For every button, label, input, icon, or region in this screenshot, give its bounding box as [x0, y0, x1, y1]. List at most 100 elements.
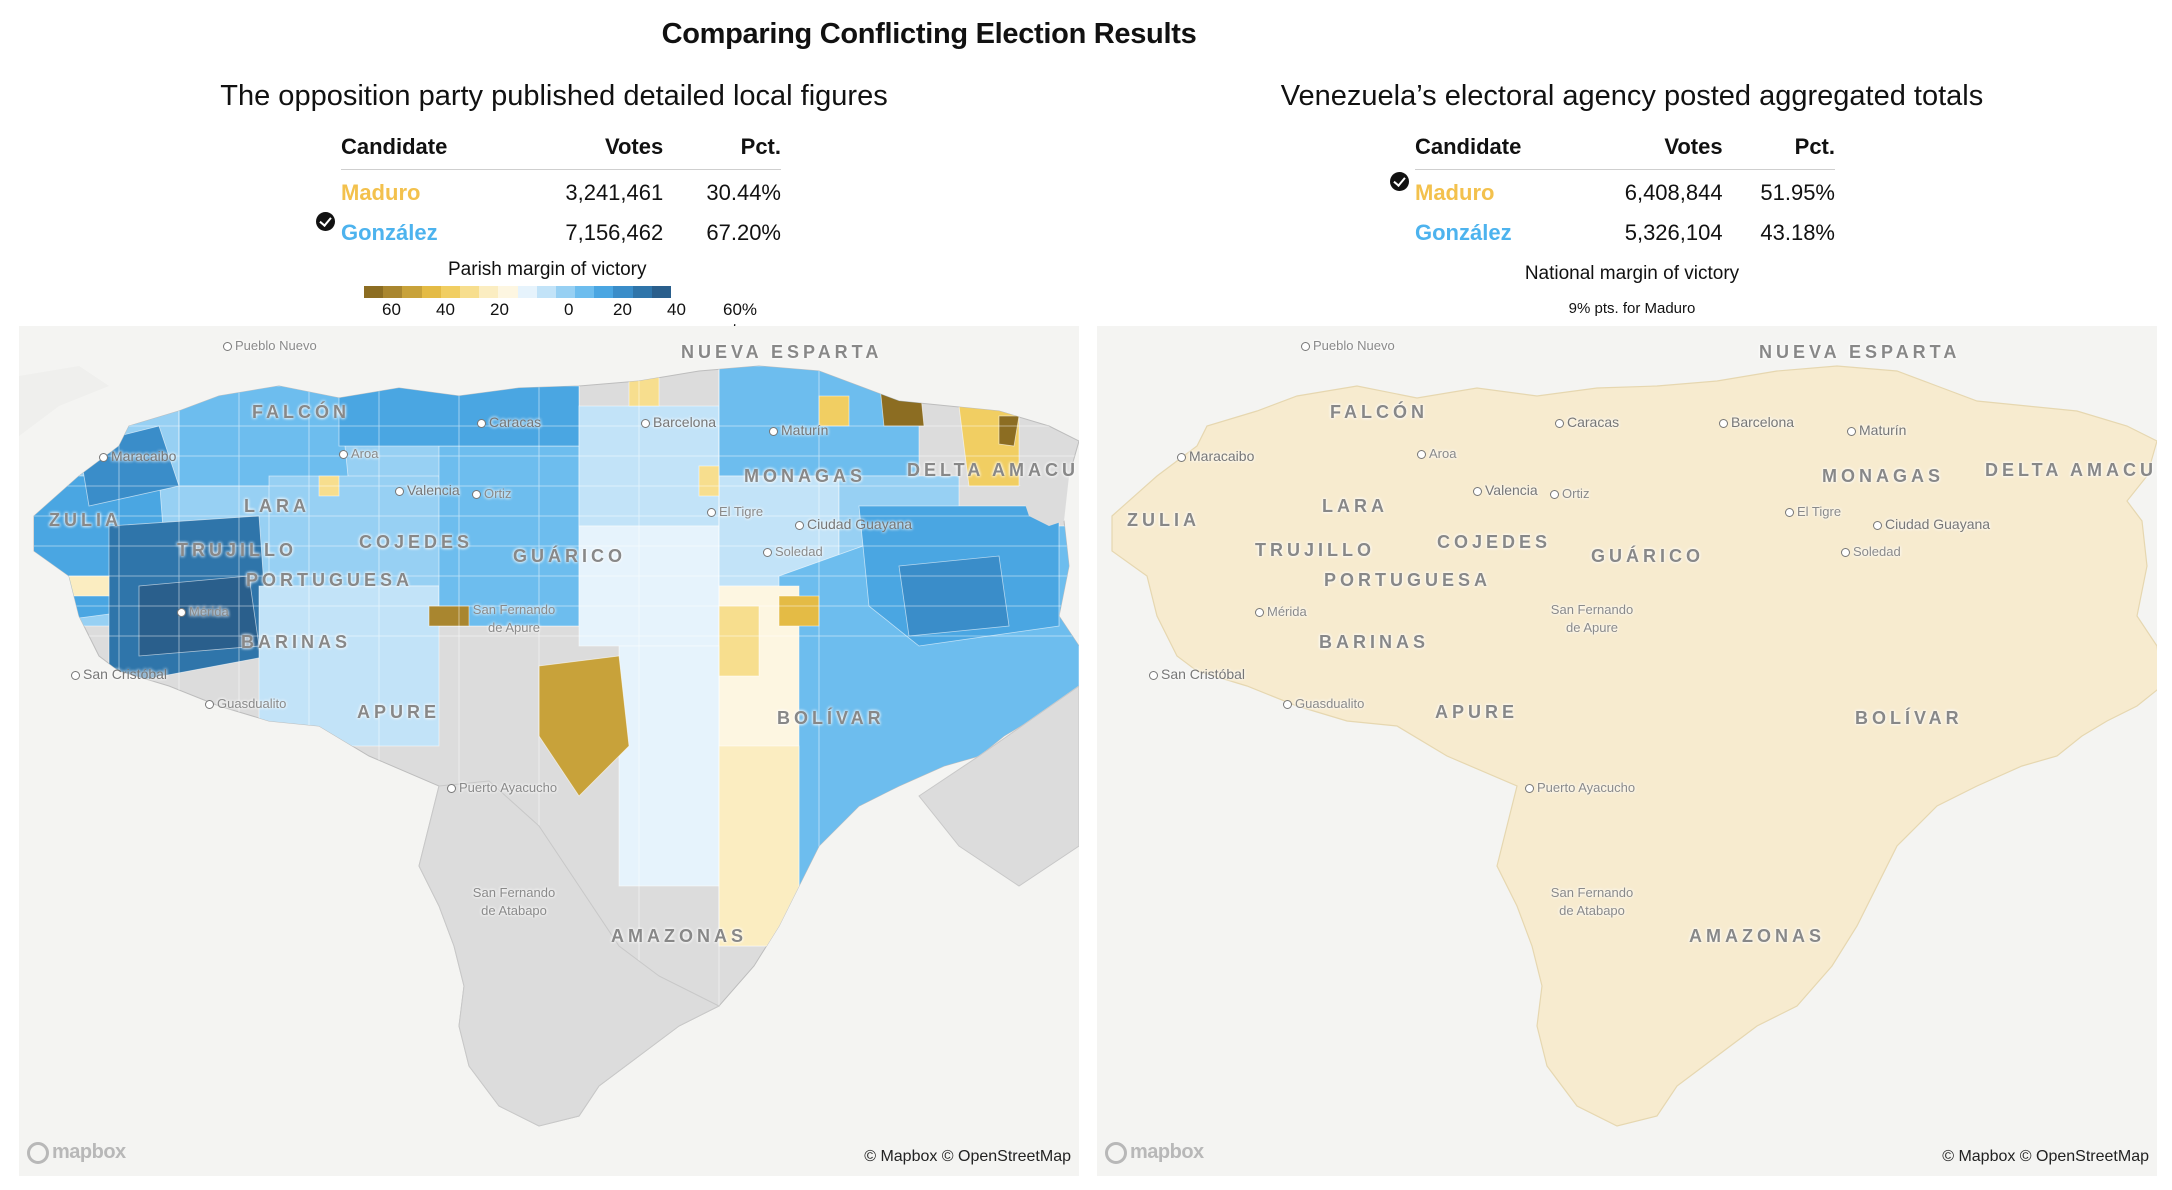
city-label: Barcelona [641, 414, 716, 430]
region-label: LARA [244, 496, 310, 516]
region-label: MONAGAS [1822, 466, 1944, 486]
legend-tick: 0 [564, 300, 574, 319]
region-label: TRUJILLO [177, 540, 297, 560]
winner-check-icon [316, 212, 335, 231]
opposition-subtitle: The opposition party published detailed … [220, 80, 888, 112]
legend-title: Parish margin of victory [448, 259, 647, 280]
legend-swatch [651, 286, 671, 298]
candidate-gonzalez: González [316, 210, 509, 250]
region-label: BARINAS [1319, 632, 1430, 652]
region-label: GUÁRICO [513, 546, 626, 566]
legend-swatch [594, 286, 614, 298]
legend-tick: 20 [613, 300, 632, 319]
city-label: El Tigre [707, 504, 763, 519]
opposition-results-table: Candidate Votes Pct. Maduro 3,241,461 30… [316, 130, 781, 250]
city-label: Ciudad Guayana [795, 516, 912, 532]
legend-swatch [575, 286, 595, 298]
region-label: ZULIA [49, 510, 122, 530]
city-label: Ortiz [1550, 486, 1589, 501]
table-row: González 7,156,462 67.20% [316, 210, 781, 250]
legend-tick: 40 [667, 300, 686, 319]
candidate-gonzalez: González [1415, 220, 1512, 245]
legend-swatch [402, 286, 422, 298]
region-label: DELTA AMACURO [907, 460, 1079, 480]
city-label: Pueblo Nuevo [223, 338, 317, 353]
votes-maduro: 3,241,461 [565, 180, 664, 205]
header-pct: Pct. [663, 130, 781, 170]
city-label: San Cristóbal [1149, 666, 1245, 682]
region-label: FALCÓN [252, 402, 350, 422]
votes-maduro: 6,408,844 [1624, 180, 1723, 205]
region-label: AMAZONAS [1689, 926, 1825, 946]
votes-gonzalez: 5,326,104 [1624, 220, 1723, 245]
winner-check-icon [1390, 172, 1409, 191]
city-label: Soledad [763, 544, 823, 559]
legend-swatch [536, 286, 556, 298]
candidate-maduro: Maduro [341, 180, 421, 205]
region-label: LARA [1322, 496, 1388, 516]
mapbox-logo-icon [1105, 1141, 1127, 1164]
region-label: AMAZONAS [611, 926, 747, 946]
region-label: APURE [357, 702, 441, 722]
legend-swatch [613, 286, 633, 298]
region-label: FALCÓN [1330, 402, 1428, 422]
legend-swatch [383, 286, 403, 298]
region-label: APURE [1435, 702, 1519, 722]
pct-gonzalez: 43.18% [1760, 220, 1835, 245]
legend-swatch [517, 286, 537, 298]
city-label: Ortiz [472, 486, 511, 501]
region-label: TRUJILLO [1255, 540, 1375, 560]
legend-swatch [421, 286, 441, 298]
legend-swatch [632, 286, 652, 298]
map-attribution[interactable]: © Mapbox © OpenStreetMap [1942, 1148, 2149, 1165]
city-label: Ciudad Guayana [1873, 516, 1990, 532]
national-margin-title: National margin of victory [1524, 263, 1740, 284]
region-label: PORTUGUESA [246, 570, 414, 590]
city-label: San Fernando de Atabapo [472, 885, 556, 918]
header-votes: Votes [508, 130, 664, 170]
city-label: Caracas [1555, 414, 1619, 430]
national-margin-map[interactable]: Pueblo Nuevo NUEVA ESPARTA FALCÓN Caraca… [1097, 326, 2157, 1176]
map-attribution[interactable]: © Mapbox © OpenStreetMap [864, 1148, 1071, 1165]
mapbox-logo[interactable]: mapbox [27, 1141, 126, 1164]
legend-swatch [498, 286, 518, 298]
city-label: Guasdualito [1283, 696, 1364, 711]
city-label: Maturín [1847, 422, 1906, 438]
official-panel: Venezuela’s electoral agency posted aggr… [1097, 0, 2167, 1190]
city-label: Caracas [477, 414, 541, 430]
candidate-maduro: Maduro [1390, 170, 1575, 211]
chart-title: Comparing Conflicting Election Results [661, 18, 1197, 50]
region-label: DELTA AMACURO [1985, 460, 2157, 480]
city-label: San Fernando de Atabapo [1550, 885, 1634, 918]
city-label: El Tigre [1785, 504, 1841, 519]
map-canvas [19, 326, 1079, 1176]
city-label: Pueblo Nuevo [1301, 338, 1395, 353]
region-label: COJEDES [359, 532, 474, 552]
region-label: BOLÍVAR [1855, 708, 1963, 728]
city-label: San Fernando de Apure [472, 602, 556, 635]
header-pct: Pct. [1722, 130, 1835, 170]
legend-swatch [364, 286, 384, 298]
header-candidate: Candidate [341, 130, 509, 170]
pct-gonzalez: 67.20% [706, 220, 781, 245]
city-label: Aroa [1417, 446, 1456, 461]
national-margin-value: 9% pts. for Maduro [1568, 300, 1696, 317]
header-votes: Votes [1575, 130, 1723, 170]
region-label: NUEVA ESPARTA [681, 342, 883, 362]
region-label: MONAGAS [744, 466, 866, 486]
legend-tick: 20 [490, 300, 509, 319]
region-label: ZULIA [1127, 510, 1200, 530]
parish-margin-map[interactable]: Pueblo Nuevo NUEVA ESPARTA FALCÓN Caraca… [19, 326, 1079, 1176]
legend-ticks: 60 40 20 0 20 40 60% pts. [364, 300, 784, 339]
city-label: Aroa [339, 446, 378, 461]
city-label: Valencia [1473, 482, 1538, 498]
city-label: Barcelona [1719, 414, 1794, 430]
pct-maduro: 30.44% [706, 180, 781, 205]
legend-swatch [440, 286, 460, 298]
table-row: Maduro 6,408,844 51.95% [1390, 170, 1835, 211]
mapbox-logo[interactable]: mapbox [1105, 1141, 1204, 1164]
legend-swatch [459, 286, 480, 298]
legend-tick: 40 [436, 300, 455, 319]
header-candidate: Candidate [1415, 130, 1576, 170]
official-results-table: Candidate Votes Pct. Maduro 6,408,844 51… [1390, 130, 1835, 250]
